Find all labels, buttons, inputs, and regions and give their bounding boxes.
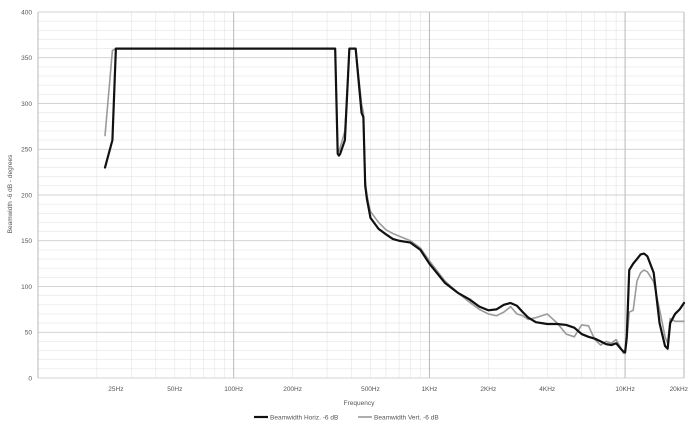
y-tick-label: 350 <box>21 55 32 62</box>
y-tick-label: 0 <box>28 375 32 382</box>
x-tick-label: 4KHz <box>539 386 555 393</box>
x-tick-label: 25Hz <box>108 386 123 393</box>
y-tick-label: 100 <box>21 284 32 291</box>
x-tick-label: 500Hz <box>361 386 380 393</box>
series-lines <box>103 47 686 355</box>
y-tick-label: 250 <box>21 147 32 154</box>
y-axis-title: Beamwidth -6 dB - degrees <box>7 154 14 234</box>
y-axis-tick-labels: 0 50 100 150 200 250 300 350 400 <box>21 9 32 382</box>
legend-label-vert: Beamwidth Vert. -6 dB <box>374 415 439 422</box>
x-tick-label: 200Hz <box>283 386 302 393</box>
x-tick-label: 10KHz <box>615 386 635 393</box>
y-tick-label: 300 <box>21 101 32 108</box>
y-tick-label: 150 <box>21 238 32 245</box>
series-line-horiz <box>103 47 686 354</box>
x-tick-label: 50Hz <box>167 386 182 393</box>
x-axis-title: Frequency <box>344 400 375 407</box>
legend: Beamwidth Horiz. -6 dB Beamwidth Vert. -… <box>254 415 439 422</box>
y-tick-label: 200 <box>21 192 32 199</box>
x-tick-label: 1KHz <box>421 386 437 393</box>
y-tick-label: 400 <box>21 9 32 16</box>
major-gridlines <box>37 11 685 379</box>
x-axis-tick-labels: 25Hz 50Hz 100Hz 200Hz 500Hz 1KHz 2KHz 4KHz 10KHz… <box>108 386 688 393</box>
x-tick-label: 100Hz <box>224 386 243 393</box>
x-tick-label: 20kHz <box>670 386 688 393</box>
legend-label-horiz: Beamwidth Horiz. -6 dB <box>270 415 338 422</box>
y-tick-label: 50 <box>25 330 33 337</box>
x-tick-label: 2KHz <box>480 386 496 393</box>
